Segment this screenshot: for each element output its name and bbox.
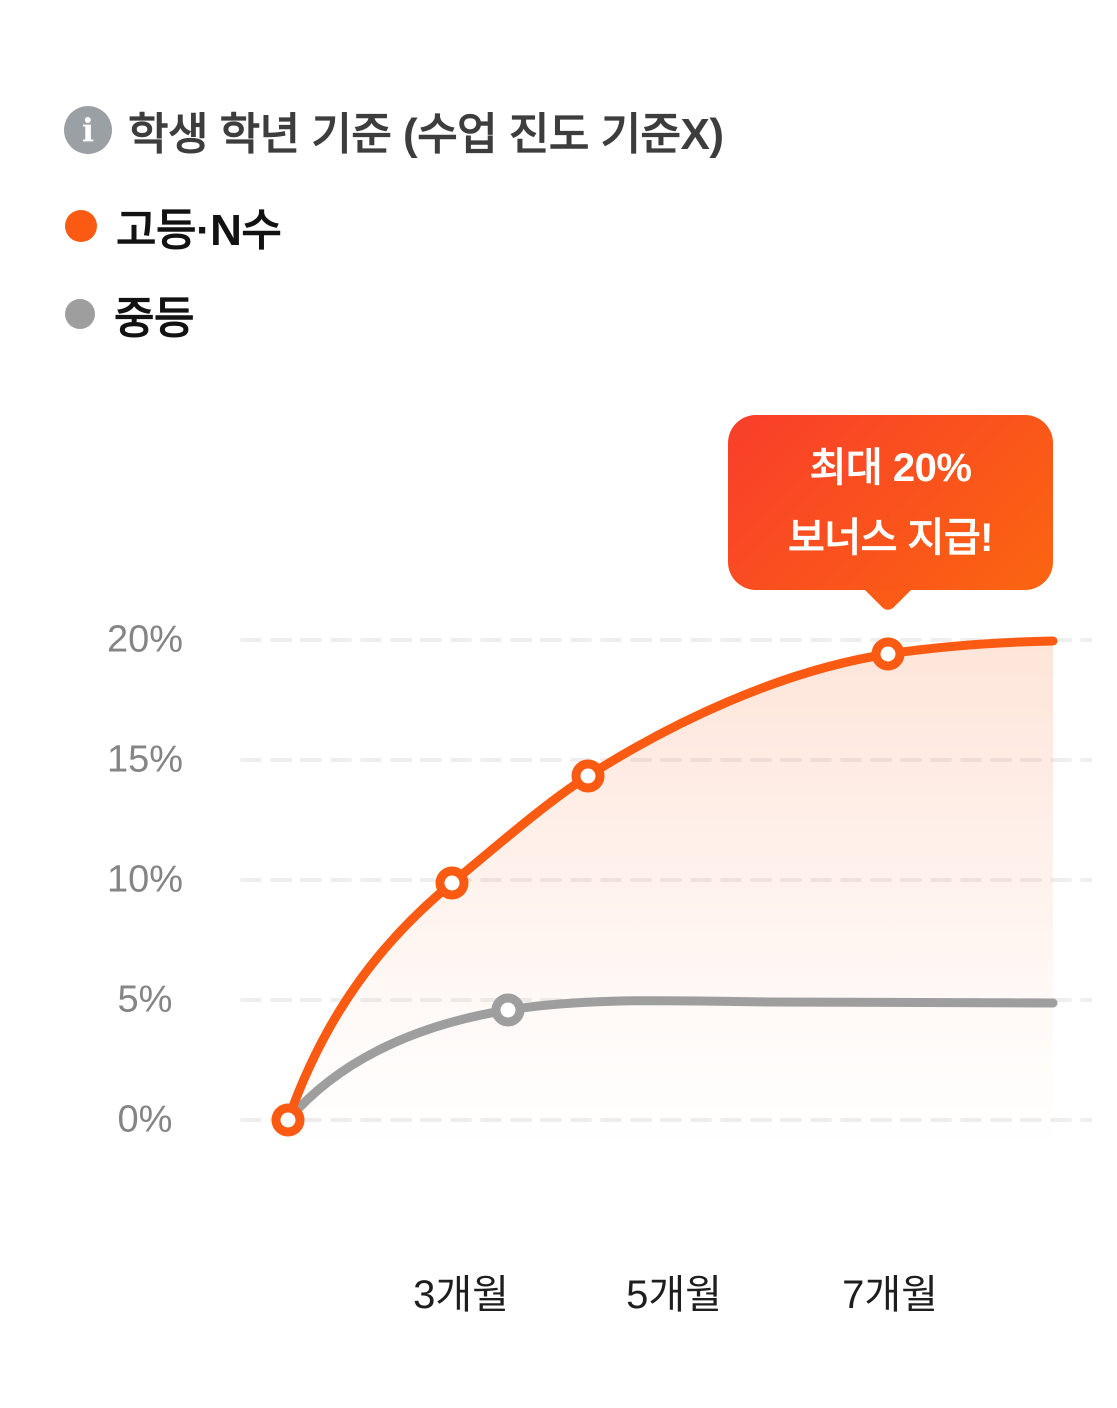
y-tick-15: 15% xyxy=(106,738,184,781)
legend-item-middle-school: 중등 xyxy=(65,290,281,343)
y-tick-20: 20% xyxy=(106,618,184,661)
y-tick-10: 10% xyxy=(106,858,184,901)
legend: 고등·N수 중등 xyxy=(65,202,282,378)
x-tick-7m: 7개월 xyxy=(842,1273,938,1317)
x-tick-3m: 3개월 xyxy=(413,1273,509,1317)
marker-high-start xyxy=(271,1103,305,1137)
bonus-callout: 최대 20% 보너스 지급! xyxy=(728,415,1053,590)
marker-middle-3m xyxy=(491,993,525,1027)
legend-label-middle-school: 중등 xyxy=(114,294,194,343)
legend-dot-high-school xyxy=(65,210,97,242)
x-tick-5m: 5개월 xyxy=(626,1273,722,1317)
line-middle-school xyxy=(283,996,1058,1125)
y-tick-5: 5% xyxy=(117,978,173,1021)
page-title: 학생 학년 기준 (수업 진도 기준X) xyxy=(128,110,724,159)
callout-line2: 보너스 지급! xyxy=(788,515,993,560)
info-icon: i xyxy=(64,106,112,154)
legend-item-high-school: 고등·N수 xyxy=(65,202,282,255)
marker-high-3m xyxy=(435,866,469,900)
legend-label-high-school: 고등·N수 xyxy=(116,206,282,255)
marker-high-5m xyxy=(571,759,605,793)
legend-dot-middle-school xyxy=(65,299,95,329)
area-fill-high-school xyxy=(288,641,1053,1150)
marker-high-7m xyxy=(871,637,905,671)
callout-line1: 최대 20% xyxy=(809,445,972,490)
y-tick-0: 0% xyxy=(117,1098,173,1141)
section-header: i 학생 학년 기준 (수업 진도 기준X) xyxy=(64,98,724,162)
